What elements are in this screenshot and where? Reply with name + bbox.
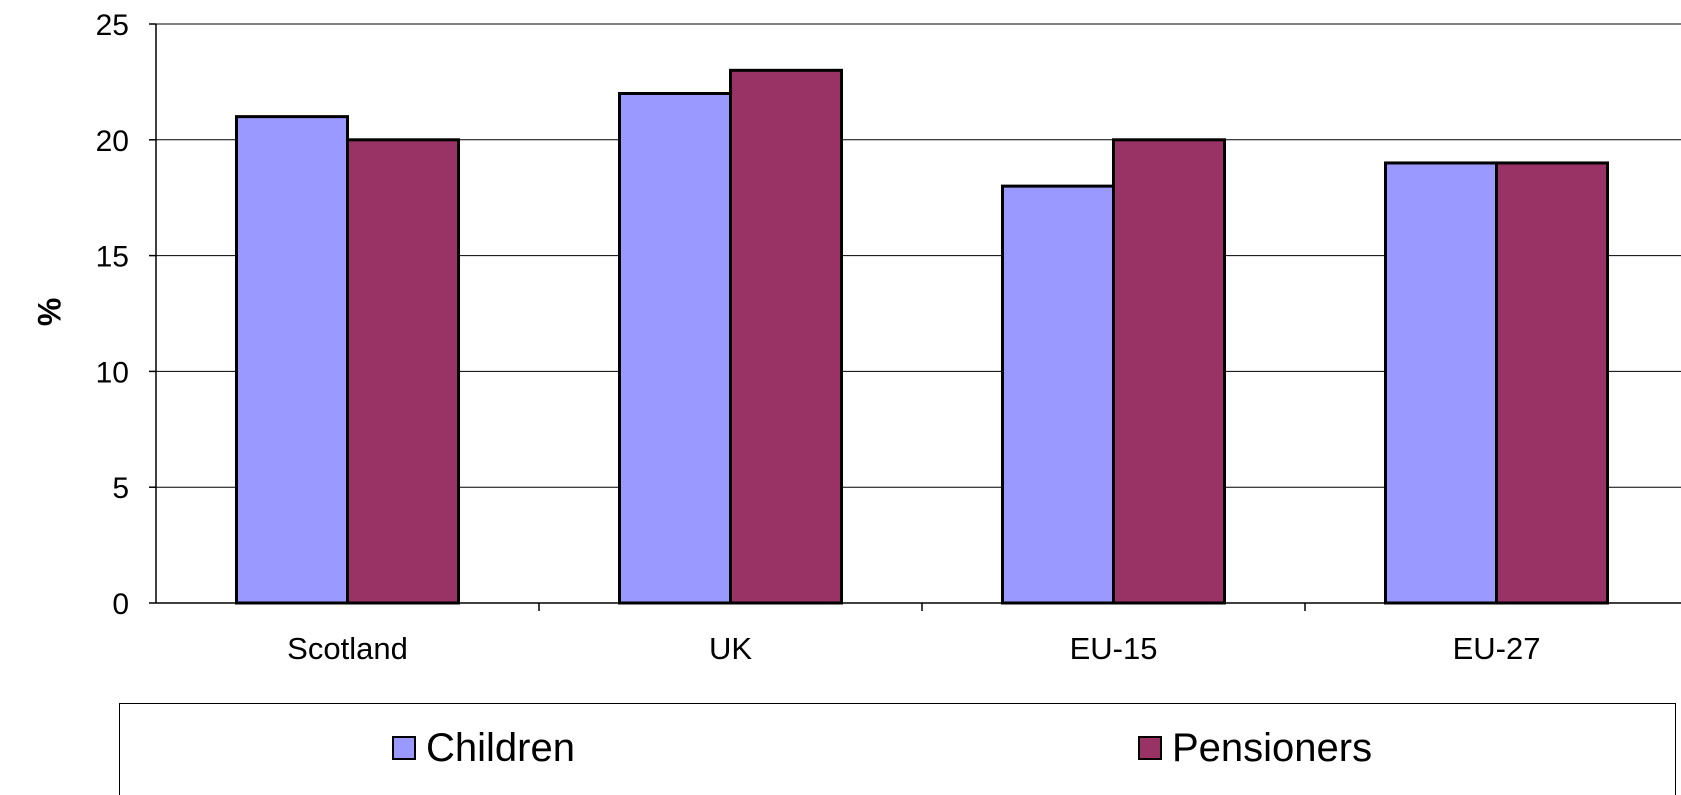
legend-label-pensioners: Pensioners — [1172, 726, 1373, 770]
bar-pensioners-uk — [729, 68, 843, 605]
bar-chart: 0 5 10 15 20 25 Scotland UK EU-15 EU-27 % — [31, 9, 1681, 666]
y-tick-label: 10 — [96, 356, 129, 389]
y-axis-title: % — [31, 298, 67, 326]
y-tick-label: 25 — [96, 9, 129, 42]
x-category-label: EU-15 — [1070, 631, 1158, 666]
legend: Children Pensioners — [119, 703, 1676, 795]
bar-children-uk — [618, 91, 732, 605]
axes — [149, 23, 1681, 611]
legend-item-pensioners: Pensioners — [1138, 728, 1372, 768]
x-category-label: UK — [709, 631, 752, 666]
x-category-label: EU-27 — [1453, 631, 1541, 666]
bar-pensioners-eu-27 — [1495, 161, 1609, 605]
bar-pensioners-eu-15 — [1112, 138, 1226, 605]
bar-children-scotland — [235, 115, 349, 605]
bar-children-eu-27 — [1384, 161, 1498, 605]
y-tick-label: 0 — [112, 588, 129, 621]
legend-swatch-children — [392, 736, 416, 760]
x-category-labels: Scotland UK EU-15 EU-27 — [287, 631, 1540, 666]
y-tick-label: 5 — [112, 472, 129, 505]
y-tick-label: 15 — [96, 241, 129, 274]
bars — [235, 68, 1609, 605]
y-tick-labels: 0 5 10 15 20 25 — [96, 9, 129, 621]
legend-label-children: Children — [426, 726, 575, 770]
legend-item-children: Children — [392, 728, 575, 768]
legend-swatch-pensioners — [1138, 736, 1162, 760]
y-tick-label: 20 — [96, 125, 129, 158]
x-category-label: Scotland — [287, 631, 408, 666]
bar-pensioners-scotland — [346, 138, 460, 605]
bar-children-eu-15 — [1001, 184, 1115, 605]
